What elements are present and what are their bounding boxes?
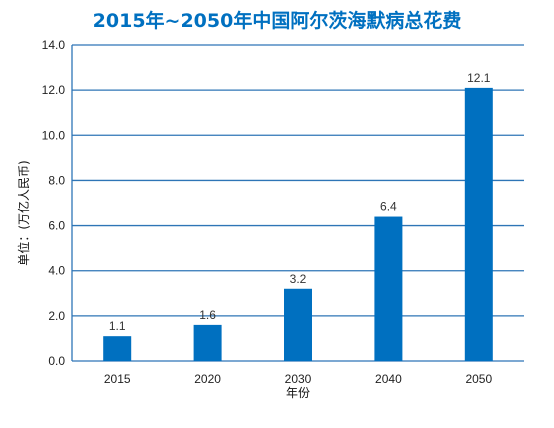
y-tick-label: 2.0: [48, 309, 65, 323]
y-axis-label: 单位：(万亿人民币): [16, 160, 31, 265]
y-tick-label: 6.0: [48, 219, 65, 233]
bar-2030: [284, 288, 312, 361]
data-label-2020: 1.6: [199, 308, 216, 322]
x-tick-label-2030: 2030: [285, 372, 312, 386]
data-label-2040: 6.4: [380, 200, 397, 214]
x-tick-label-2015: 2015: [104, 372, 131, 386]
x-tick-label-2020: 2020: [194, 372, 221, 386]
y-tick-label: 8.0: [48, 173, 65, 187]
chart-title: 2015年~2050年中国阿尔茨海默病总花费: [92, 10, 462, 32]
x-tick-labels: 2015 2020 2030 2040 2050: [104, 372, 493, 386]
data-label-2050: 12.1: [467, 71, 491, 85]
bar-2040: [374, 216, 403, 361]
bars: [103, 87, 493, 361]
y-tick-labels: 0.0 2.0 4.0 6.0 8.0 10.0 12.0 14.0: [42, 38, 66, 368]
bar-2020: [193, 324, 222, 361]
x-axis-label: 年份: [286, 386, 310, 400]
data-label-2015: 1.1: [109, 319, 126, 333]
data-labels: 1.1 1.6 3.2 6.4 12.1: [109, 71, 491, 333]
y-tick-label: 4.0: [48, 264, 65, 278]
y-tick-label: 0.0: [48, 354, 65, 368]
bar-2015: [103, 336, 132, 361]
x-tick-label-2040: 2040: [375, 372, 402, 386]
bar-2050: [464, 87, 493, 361]
y-tick-label: 12.0: [42, 83, 66, 97]
x-tick-label-2050: 2050: [465, 372, 492, 386]
data-label-2030: 3.2: [290, 272, 307, 286]
y-tick-label: 10.0: [42, 128, 66, 142]
y-tick-label: 14.0: [42, 38, 66, 52]
